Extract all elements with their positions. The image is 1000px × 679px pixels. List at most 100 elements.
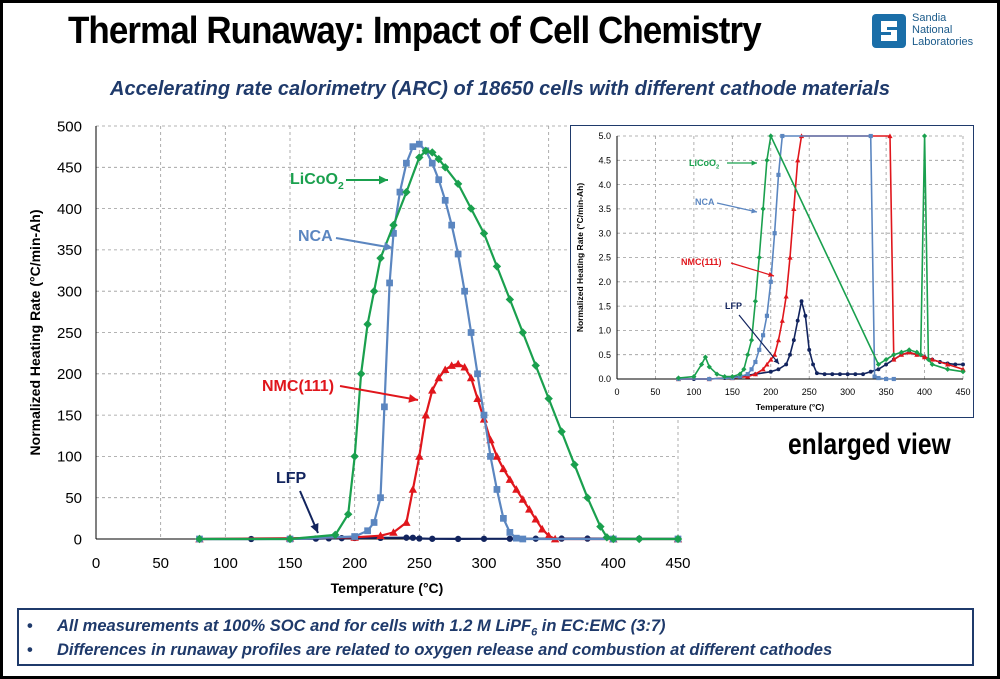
data-point [331, 530, 340, 540]
y-tick-label: 4.5 [598, 155, 611, 165]
data-point [454, 535, 462, 543]
data-point [389, 528, 398, 536]
data-point [596, 522, 605, 531]
series-annotation: LFP [276, 470, 307, 487]
data-point [961, 362, 965, 367]
data-point [363, 320, 372, 329]
arrow-head [408, 394, 418, 403]
data-point [466, 204, 476, 213]
data-point [415, 452, 424, 460]
data-point [876, 367, 881, 372]
arrow-head [751, 208, 757, 214]
data-point [583, 493, 592, 502]
x-tick-label: 350 [536, 555, 561, 572]
x-axis-title: Temperature (°C) [756, 402, 825, 412]
data-point [960, 366, 966, 372]
data-point [945, 366, 951, 372]
data-point [544, 394, 553, 403]
data-point [791, 206, 797, 211]
data-point [453, 359, 463, 368]
data-point [783, 293, 789, 299]
series-annotation: NMC(111) [262, 378, 334, 395]
data-point [557, 427, 566, 436]
data-point [745, 373, 751, 379]
data-point [435, 176, 443, 184]
x-tick-label: 100 [686, 387, 701, 397]
note-text-tail: in EC:EMC (3:7) [537, 617, 666, 635]
data-point [409, 534, 417, 541]
data-point [868, 133, 873, 139]
series-annotation: LFP [725, 301, 742, 311]
data-point [752, 298, 758, 304]
data-point [434, 373, 443, 382]
annotation-label: NCA [298, 228, 333, 245]
data-point [479, 229, 489, 238]
y-tick-label: 0.0 [598, 374, 611, 384]
data-point [768, 133, 774, 139]
data-point [729, 373, 735, 380]
x-tick-label: 450 [665, 555, 690, 572]
annotation-subscript: 2 [716, 165, 720, 171]
y-tick-label: 100 [57, 449, 82, 466]
notes-box: • All measurements at 100% SOC and for ce… [17, 608, 974, 666]
data-point [454, 250, 462, 258]
sandia-logo-text: Sandia National Laboratories [912, 12, 992, 48]
sandia-logo-icon [872, 14, 906, 48]
data-point [499, 464, 508, 473]
data-point [386, 279, 393, 287]
data-point [512, 485, 521, 493]
chart-grid [617, 135, 964, 379]
data-point [753, 359, 758, 365]
x-axis-title: Temperature (°C) [331, 580, 444, 596]
annotation-arrow [730, 262, 775, 277]
x-tick-label: 50 [650, 387, 660, 397]
y-axis-title: Normalized Heating Rate (°C/min-Ah) [575, 183, 585, 332]
data-point [364, 527, 371, 535]
data-point [764, 313, 770, 318]
data-point [760, 206, 766, 212]
x-tick-label: 0 [92, 555, 100, 572]
bullet-icon: • [27, 641, 33, 659]
data-point [807, 347, 812, 352]
series-annotation: NCA [695, 197, 715, 207]
data-point [512, 534, 520, 542]
data-point [799, 299, 804, 304]
data-point [396, 188, 404, 196]
data-point [505, 295, 515, 304]
data-point [887, 133, 893, 139]
data-point [421, 410, 430, 419]
data-point [408, 485, 418, 493]
data-point [921, 354, 928, 360]
data-point [776, 172, 781, 177]
data-point [822, 372, 827, 377]
data-point [748, 337, 755, 343]
logo-line-2: National [912, 24, 953, 36]
x-tick-label: 100 [213, 555, 238, 572]
data-point [531, 514, 540, 523]
annotation-label: NCA [695, 197, 715, 207]
data-point [351, 533, 359, 540]
arrow-head [310, 523, 319, 533]
annotation-label: NMC(111) [262, 378, 334, 395]
data-point [876, 375, 881, 381]
data-point [344, 510, 353, 519]
data-point [953, 362, 958, 367]
enlarged-inset: 0 50 100 150 200 250 300 350 400 450 0.0 0.5 1.0 1.5 2… [570, 125, 974, 418]
bullet-icon: • [27, 617, 33, 635]
y-tick-label: 450 [57, 160, 82, 177]
x-tick-label: 350 [879, 387, 894, 397]
chart-subtitle: Accelerating rate calorimetry (ARC) of 1… [110, 78, 890, 100]
data-point [764, 157, 770, 163]
data-point [757, 347, 762, 352]
data-point [195, 534, 204, 544]
y-tick-label: 200 [57, 366, 82, 383]
data-point [838, 372, 842, 377]
data-point [500, 514, 507, 522]
x-tick-label: 400 [601, 555, 626, 572]
note-item: • All measurements at 100% SOC and for ce… [27, 617, 666, 638]
data-point [929, 356, 935, 362]
data-point [480, 411, 488, 419]
y-tick-label: 350 [57, 242, 82, 259]
arrow-head [768, 271, 774, 277]
annotation-subscript: 2 [338, 181, 344, 192]
